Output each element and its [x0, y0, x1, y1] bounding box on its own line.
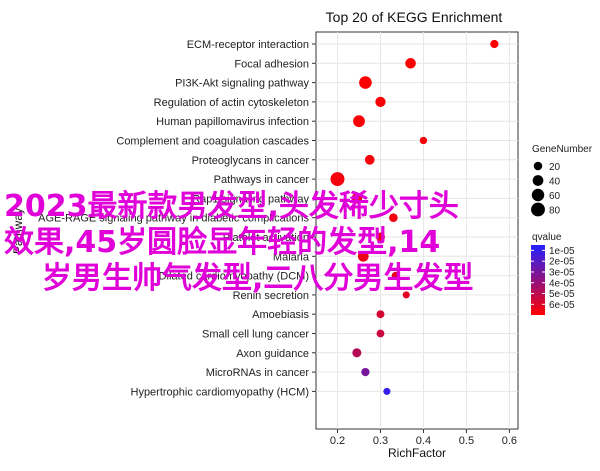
size-legend-dot: [533, 161, 543, 171]
y-axis-title: Pathway: [11, 208, 25, 254]
color-legend-title: qvalue: [532, 232, 562, 243]
colorbar-label: 2e-05: [549, 257, 575, 268]
y-tick-label: Hypertrophic cardiomyopathy (HCM): [131, 386, 310, 398]
y-tick-label: Pathways in cancer: [214, 174, 310, 186]
data-point: [419, 136, 428, 145]
y-tick-label: Platelet activation: [223, 232, 309, 244]
colorbar-label: 6e-05: [549, 300, 575, 311]
y-tick-label: Axon guidance: [236, 348, 309, 360]
overlay-line-2: 效果,45岁圆脸显年轻的发型,14: [4, 225, 440, 260]
data-point: [330, 172, 345, 187]
size-legend-dot: [531, 188, 545, 202]
y-tick-label: Small cell lung cancer: [202, 329, 309, 341]
data-point: [361, 367, 370, 377]
plot-panel: [315, 31, 519, 430]
data-point: [391, 271, 400, 280]
y-tick-label: Rap1 signaling pathway: [192, 193, 309, 205]
y-tick-label: Renin secretion: [233, 290, 309, 302]
data-point: [351, 193, 363, 204]
size-legend-label: 60: [549, 191, 561, 202]
x-axis: 0.2 0.3 0.4 0.5 0.6: [330, 429, 517, 447]
data-point: [375, 96, 386, 108]
colorbar-label: 5e-05: [549, 289, 575, 300]
size-legend-label: 40: [549, 177, 561, 188]
data-point: [376, 329, 385, 338]
data-point: [357, 250, 369, 262]
y-tick-label: PI3K-Akt signaling pathway: [175, 78, 309, 90]
size-legend-dot: [531, 202, 545, 217]
data-point: [405, 58, 416, 69]
y-axis: ECM-receptor interaction Focal adhesion PI…: [38, 39, 316, 398]
size-legend-title: GeneNumber: [532, 144, 593, 155]
gene-number-legend: GeneNumber 20 40 60 80: [531, 144, 593, 217]
data-points: [330, 39, 499, 395]
data-point: [376, 310, 385, 319]
data-point: [359, 76, 372, 89]
x-tick-label: 0.4: [416, 435, 431, 447]
y-tick-label: Dilated cardiomyopathy (DCM): [159, 271, 309, 283]
y-tick-label: MicroRNAs in cancer: [206, 367, 310, 379]
y-tick-label: Proteoglycans in cancer: [192, 155, 310, 167]
colorbar-label: 3e-05: [549, 267, 575, 278]
y-tick-label: Malaria: [273, 251, 310, 263]
colorbar-label: 1e-05: [549, 246, 575, 257]
data-point: [353, 115, 365, 128]
overlay-line-3: 岁男生帅气发型,二八分男生发型: [42, 261, 473, 296]
y-tick-label: Regulation of actin cytoskeleton: [154, 97, 309, 109]
y-tick-label: Complement and coagulation cascades: [116, 136, 309, 148]
size-legend-label: 20: [549, 162, 561, 173]
qvalue-colorbar: [531, 245, 545, 315]
y-tick-label: Focal adhesion: [234, 58, 309, 70]
x-tick-label: 0.3: [373, 435, 388, 447]
x-axis-title: RichFactor: [388, 446, 446, 460]
data-point: [383, 387, 391, 395]
data-point: [389, 213, 398, 222]
overlay-line-1: 2023最新款男发型,头发稀少寸头: [4, 189, 459, 224]
data-point: [352, 348, 362, 358]
y-tick-label: Amoebiasis: [252, 309, 309, 321]
chart-title: Top 20 of KEGG Enrichment: [326, 9, 503, 25]
x-tick-label: 0.2: [330, 435, 345, 447]
data-point: [490, 39, 499, 49]
colorbar-label: 4e-05: [549, 278, 575, 289]
x-tick-label: 0.5: [459, 435, 474, 447]
data-point: [375, 232, 385, 242]
y-tick-label: AGE-RAGE signaling pathway in diabetic c…: [38, 213, 309, 225]
size-legend-dot: [532, 175, 544, 186]
data-point: [402, 291, 410, 299]
y-tick-label: Human papillomavirus infection: [156, 116, 309, 128]
data-point: [364, 154, 375, 165]
y-tick-label: ECM-receptor interaction: [187, 39, 309, 51]
size-legend-label: 80: [549, 206, 561, 217]
x-tick-label: 0.6: [502, 435, 517, 447]
watermark-overlay: 2023最新款男发型,头发稀少寸头 效果,45岁圆脸显年轻的发型,14 岁男生帅…: [4, 189, 473, 296]
